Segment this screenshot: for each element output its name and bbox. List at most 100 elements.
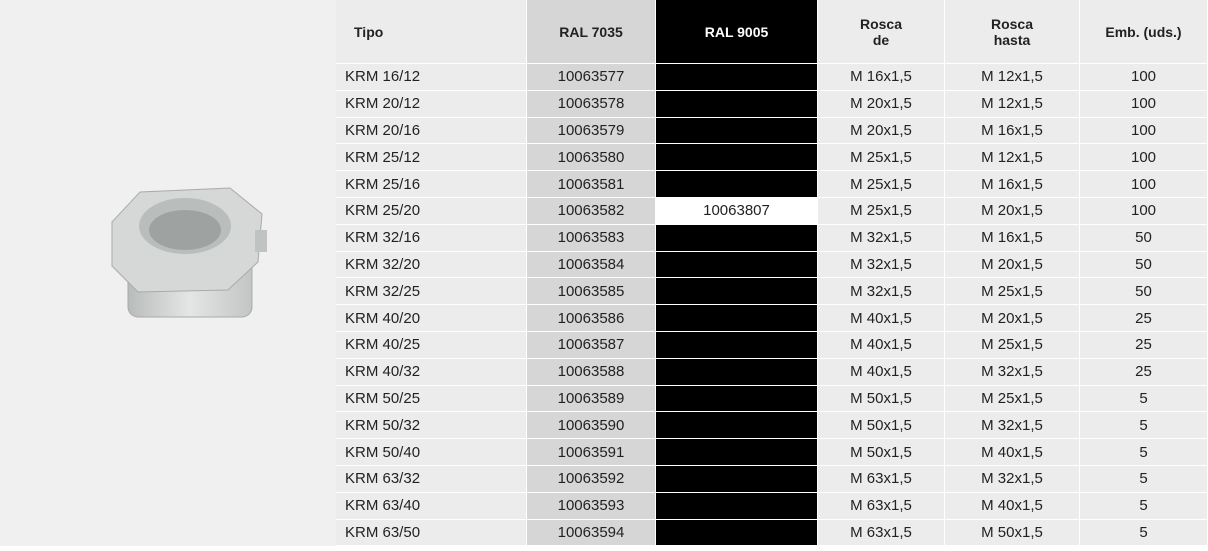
table-cell: M 25x1,5 [818, 171, 945, 198]
table-cell: KRM 32/20 [336, 252, 527, 279]
table-cell: M 16x1,5 [945, 118, 1080, 145]
product-image [0, 0, 336, 546]
table-cell: M 25x1,5 [945, 278, 1080, 305]
table-cell [656, 332, 818, 359]
table-cell: KRM 16/12 [336, 64, 527, 91]
table-cell: 10063593 [527, 493, 656, 520]
table-cell: M 12x1,5 [945, 144, 1080, 171]
table-cell: 5 [1080, 466, 1208, 493]
table-cell: M 16x1,5 [945, 171, 1080, 198]
table-cell: M 32x1,5 [818, 225, 945, 252]
table-cell: M 32x1,5 [945, 412, 1080, 439]
table-cell: KRM 40/25 [336, 332, 527, 359]
table-cell: M 20x1,5 [818, 118, 945, 145]
table-cell: M 63x1,5 [818, 466, 945, 493]
table-cell: M 32x1,5 [945, 466, 1080, 493]
table-cell [656, 278, 818, 305]
table-cell [656, 64, 818, 91]
table-cell: 5 [1080, 439, 1208, 466]
table-cell: 10063585 [527, 278, 656, 305]
table-cell: 10063580 [527, 144, 656, 171]
table-cell: KRM 63/40 [336, 493, 527, 520]
table-cell: M 25x1,5 [818, 198, 945, 225]
header-cell: Tipo [336, 0, 527, 64]
table-cell: M 63x1,5 [818, 520, 945, 547]
table-cell: 5 [1080, 412, 1208, 439]
table-cell: KRM 40/20 [336, 305, 527, 332]
header-cell: Rosca de [818, 0, 945, 64]
table-cell: KRM 63/32 [336, 466, 527, 493]
table-cell: 5 [1080, 386, 1208, 413]
table-cell: M 25x1,5 [945, 332, 1080, 359]
table-cell: M 63x1,5 [818, 493, 945, 520]
table-cell: KRM 50/40 [336, 439, 527, 466]
table-cell: M 50x1,5 [818, 439, 945, 466]
table-cell: 10063587 [527, 332, 656, 359]
table-cell [656, 252, 818, 279]
table-cell: M 50x1,5 [818, 386, 945, 413]
table-cell: 10063584 [527, 252, 656, 279]
table-cell [656, 466, 818, 493]
table-cell [656, 493, 818, 520]
table-cell: 50 [1080, 225, 1208, 252]
header-cell: Rosca hasta [945, 0, 1080, 64]
table-cell: 10063579 [527, 118, 656, 145]
table-cell: KRM 50/25 [336, 386, 527, 413]
table-cell: KRM 32/25 [336, 278, 527, 305]
table-cell: M 12x1,5 [945, 64, 1080, 91]
table-cell [656, 225, 818, 252]
table-cell: KRM 25/16 [336, 171, 527, 198]
table-cell: 100 [1080, 198, 1208, 225]
table-cell [656, 91, 818, 118]
header-cell: RAL 9005 [656, 0, 818, 64]
table-cell [656, 118, 818, 145]
table-cell: 10063577 [527, 64, 656, 91]
table-cell: M 12x1,5 [945, 91, 1080, 118]
table-cell [656, 144, 818, 171]
table-cell: M 50x1,5 [818, 412, 945, 439]
header-cell: Emb. (uds.) [1080, 0, 1208, 64]
table-cell: 100 [1080, 144, 1208, 171]
table-cell: 100 [1080, 91, 1208, 118]
table-cell: KRM 32/16 [336, 225, 527, 252]
table-cell: M 20x1,5 [945, 305, 1080, 332]
table-cell: M 40x1,5 [818, 332, 945, 359]
table-cell: 10063589 [527, 386, 656, 413]
table-cell: 5 [1080, 520, 1208, 547]
table-cell: M 20x1,5 [945, 198, 1080, 225]
table-cell: 10063594 [527, 520, 656, 547]
table-cell [656, 386, 818, 413]
table-cell: 50 [1080, 278, 1208, 305]
table-cell [656, 359, 818, 386]
table-cell: 10063582 [527, 198, 656, 225]
table-cell: 50 [1080, 252, 1208, 279]
table-cell: M 32x1,5 [945, 359, 1080, 386]
table-cell: KRM 20/16 [336, 118, 527, 145]
table-cell: KRM 20/12 [336, 91, 527, 118]
table-cell: 25 [1080, 332, 1208, 359]
table-cell: M 40x1,5 [945, 493, 1080, 520]
table-cell: KRM 40/32 [336, 359, 527, 386]
table-cell: 100 [1080, 118, 1208, 145]
table-cell: 5 [1080, 493, 1208, 520]
table-cell: KRM 25/12 [336, 144, 527, 171]
table-cell: 25 [1080, 359, 1208, 386]
table-cell: 10063591 [527, 439, 656, 466]
table-cell: KRM 63/50 [336, 520, 527, 547]
table-cell: M 40x1,5 [818, 305, 945, 332]
product-image-panel [0, 0, 336, 546]
